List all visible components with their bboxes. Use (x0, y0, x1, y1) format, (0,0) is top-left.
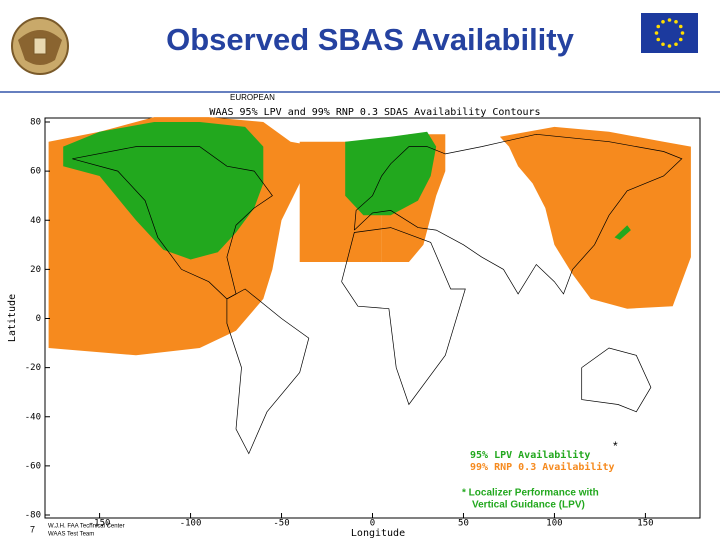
flag-star (667, 18, 672, 22)
us-seal (11, 17, 69, 75)
lat-tick-label: 20 (30, 265, 41, 275)
lon-tick-label: -50 (273, 519, 289, 529)
flag-star (674, 19, 678, 24)
lat-tick-label: 60 (30, 167, 41, 177)
footnote: Vertical Guidance (LPV) (472, 500, 585, 511)
lat-tick-label: 40 (30, 216, 41, 226)
flag-star (674, 42, 678, 47)
lpv-region (614, 225, 631, 240)
y-axis-label: Latitude (7, 294, 18, 342)
coastline (72, 146, 273, 300)
page-number: 7 (30, 524, 35, 534)
flag-star (667, 44, 672, 48)
flag-star (678, 24, 683, 29)
legend-marker: * (613, 439, 618, 453)
credit-line: WAAS Test Team (48, 532, 94, 538)
flag-star (656, 37, 661, 42)
footnote: * Localizer Performance with (462, 488, 599, 499)
lpv-region (345, 131, 437, 216)
rnp-region (499, 126, 691, 309)
header-label: EUROPEAN (230, 93, 275, 102)
legend-label: 99% RNP 0.3 Availability (470, 461, 615, 473)
flag-star (654, 31, 659, 35)
flag-star (661, 19, 665, 24)
lat-tick-label: 80 (30, 118, 41, 128)
lat-tick-label: -80 (25, 511, 41, 521)
credit-line: W.J.H. FAA Technical Center (48, 524, 125, 530)
lon-tick-label: 0 (370, 519, 375, 529)
lon-tick-label: 100 (546, 519, 562, 529)
flag-star (680, 31, 685, 35)
lon-tick-label: -150 (89, 519, 111, 529)
lat-tick-label: 0 (36, 314, 41, 324)
flag-star (661, 42, 665, 47)
lat-tick-label: -60 (25, 461, 41, 471)
lon-tick-label: -100 (180, 519, 202, 529)
lon-tick-label: 50 (458, 519, 469, 529)
lat-tick-label: -20 (25, 363, 41, 373)
lat-tick-label: -40 (25, 412, 41, 422)
eu-flag (641, 13, 698, 53)
flag-star (656, 24, 661, 29)
coastline (341, 227, 466, 406)
map-layer (48, 117, 691, 455)
lon-tick-label: 150 (637, 519, 653, 529)
flag-star (678, 37, 683, 42)
map-title: WAAS 95% LPV and 99% RNP 0.3 SDAS Availa… (209, 107, 540, 118)
slide-title: Observed SBAS Availability (166, 22, 574, 57)
legend-label: 95% LPV Availability (470, 449, 590, 461)
x-axis-label: Longitude (351, 528, 405, 539)
coastline (226, 288, 310, 455)
coastline (353, 133, 683, 295)
coastline (581, 347, 652, 413)
